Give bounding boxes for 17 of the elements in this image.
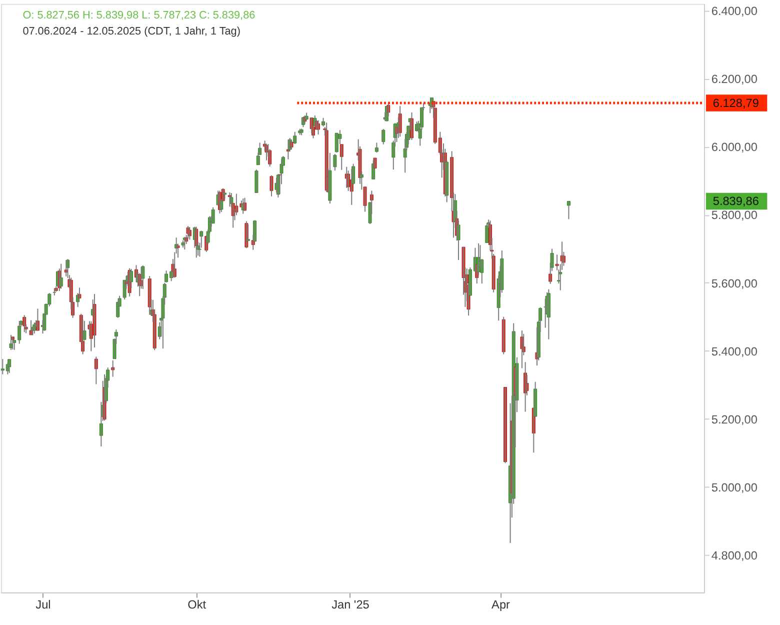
y-tick-label: 5.400,00	[711, 344, 758, 358]
y-tick-label: 5.000,00	[711, 480, 758, 494]
x-tick-label: Jul	[36, 598, 51, 612]
y-tick-label: 5.200,00	[711, 412, 758, 426]
ref-line-label: 6.128,79	[712, 96, 760, 110]
x-tick-label: Apr	[492, 598, 510, 612]
text: O: 5.827,56 H: 5.839,98 L: 5.787,23 C: 5.839,86	[22, 10, 256, 22]
text: 07.06.2024 - 12.05.2025 (CDT, 1 Jahr, 1 Tag)	[22, 26, 240, 38]
text: 5.839,86	[712, 194, 760, 208]
y-tick-label: 5.600,00	[711, 276, 758, 290]
x-tick-label: Okt	[188, 598, 207, 612]
x-tick-label: Jan '25	[332, 598, 370, 612]
y-tick-label: 6.200,00	[711, 72, 758, 86]
y-tick-label: 6.400,00	[711, 4, 758, 18]
y-tick-label: 4.800,00	[711, 548, 758, 562]
y-tick-label: 5.800,00	[711, 208, 758, 222]
y-tick-label: 6.000,00	[711, 140, 758, 154]
